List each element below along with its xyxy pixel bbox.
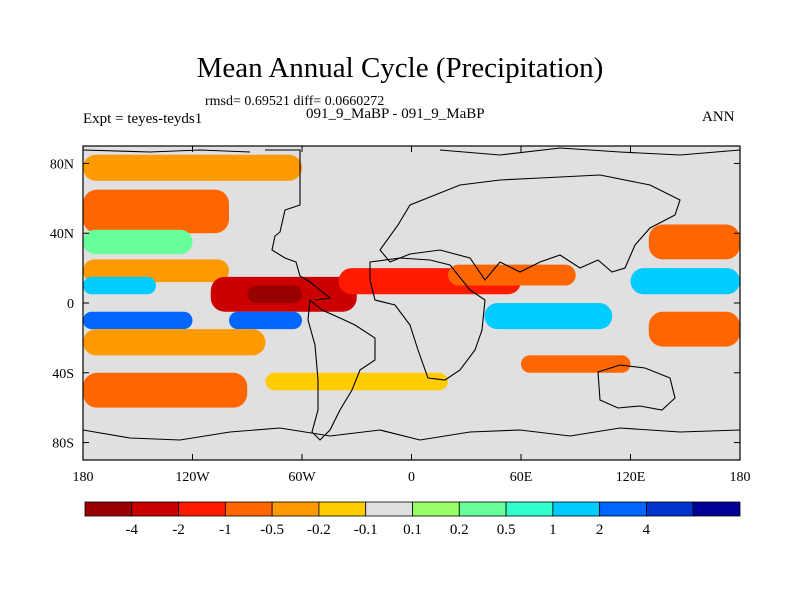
colorbar-label: -4 [126, 522, 139, 538]
colorbar-swatch [271, 501, 320, 517]
colorbar-swatch [178, 501, 226, 517]
precip-anomaly-band-4 [83, 259, 229, 283]
colorbar-label: 4 [643, 522, 651, 538]
precip-anomaly-band-16 [521, 355, 631, 373]
precip-anomaly-band-17 [648, 224, 740, 260]
colorbar-swatch [131, 501, 179, 517]
precip-anomaly-band-1 [83, 154, 302, 181]
x-tick-label: 0 [408, 470, 415, 485]
precip-anomaly-band-18 [630, 268, 740, 295]
x-tick-label: 120W [175, 470, 210, 485]
experiment-label: Expt = teyes-teyds1 [83, 111, 203, 127]
y-tick-label: 40N [50, 227, 74, 242]
colorbar-swatch [412, 501, 460, 517]
coastlines [83, 147, 740, 441]
precip-anomaly-band-15 [484, 303, 613, 330]
colorbar-swatch [365, 501, 413, 517]
precip-anomaly-band-5 [83, 276, 156, 295]
colorbar-label: 1 [549, 522, 557, 538]
y-tick-label: 80S [52, 437, 74, 452]
colorbar-label: -1 [219, 522, 232, 538]
colorbar-swatch [599, 501, 647, 517]
chart-title: Mean Annual Cycle (Precipitation) [196, 52, 604, 84]
precip-anomaly-band-7 [247, 285, 302, 303]
coastline-arctic [83, 147, 740, 156]
colorbar-swatch [552, 501, 601, 517]
precip-anomaly-band-13 [83, 372, 248, 408]
coastline-australia [597, 364, 676, 411]
coastline-north-america [265, 149, 332, 301]
colorbar-label: 0.2 [450, 522, 469, 538]
x-tick-label: 60W [288, 470, 316, 485]
coastline-south-america [307, 298, 376, 441]
colorbar-swatch [458, 501, 507, 517]
colorbar-swatch [224, 501, 273, 517]
colorbar-label: 0.5 [497, 522, 516, 538]
precip-anomaly-band-11 [229, 311, 302, 330]
colorbar-label: -0.2 [307, 522, 331, 538]
colorbar-swatch [84, 501, 133, 517]
precip-anomaly-band-12 [83, 329, 266, 356]
y-tick-label: 40S [52, 367, 74, 382]
precip-anomaly-band-9 [448, 264, 576, 286]
colorbar-swatch [646, 501, 694, 517]
y-tick-label: 0 [67, 297, 74, 312]
precip-anomaly-band-3 [83, 229, 193, 255]
colorbar-label: -2 [172, 522, 185, 538]
coastline-eurasia [379, 174, 681, 281]
colorbar-label: 0.1 [403, 522, 422, 538]
precip-anomaly-band-2 [83, 189, 229, 234]
x-tick-label: 180 [73, 470, 94, 485]
y-tick-label: 80N [50, 157, 74, 172]
x-tick-label: 180 [730, 470, 751, 485]
colorbar-label: -0.5 [260, 522, 284, 538]
x-tick-label: 120E [616, 470, 646, 485]
colorbar-label: -0.1 [354, 522, 378, 538]
case-label: 091_9_MaBP - 091_9_MaBP [306, 106, 485, 122]
precip-anomaly-band-19 [648, 311, 740, 347]
precip-anomaly-band-10 [83, 311, 193, 330]
season-label: ANN [702, 109, 735, 125]
coastline-antarctica [83, 427, 740, 441]
colorbar-swatch [692, 501, 741, 517]
coastline-africa [369, 257, 486, 381]
x-tick-label: 60E [510, 470, 533, 485]
colorbar-swatch [318, 501, 367, 517]
precip-field [83, 154, 740, 408]
precip-anomaly-band-14 [265, 372, 448, 391]
colorbar-label: 2 [596, 522, 604, 538]
colorbar-swatch [505, 501, 554, 517]
stats-label: rmsd= 0.69521 diff= 0.0660272 [205, 94, 385, 109]
